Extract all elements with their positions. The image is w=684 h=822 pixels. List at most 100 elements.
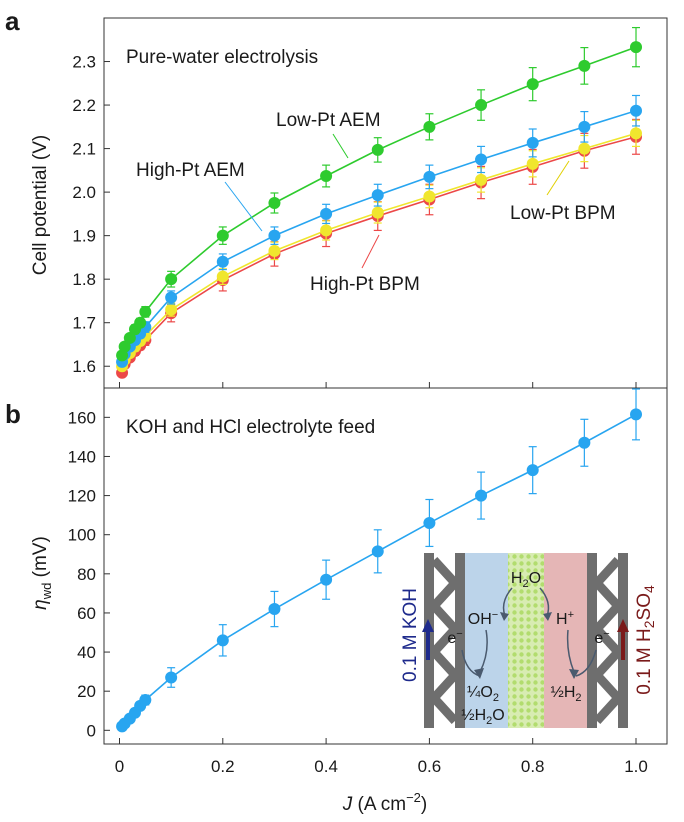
panel-b-point-0-12: [475, 489, 488, 502]
panel-b-point-0-11: [423, 516, 436, 529]
panel-a-point-1-9: [320, 224, 333, 237]
electron-right-text: e: [594, 630, 603, 647]
panel-a-point-1-8: [268, 244, 281, 257]
panel-a-point-2-10: [371, 189, 384, 202]
panel-a-point-2-7: [216, 255, 229, 268]
panel-b-point-0-10: [371, 545, 384, 558]
water-h: H: [511, 570, 523, 587]
ylabel-subscript: wd: [39, 583, 54, 601]
panel-a-series-2: [116, 94, 643, 368]
panel-a-point-2-11: [423, 170, 436, 183]
panel-a-point-3-6: [165, 273, 178, 286]
water-to-h-arrowhead: [543, 612, 552, 621]
panel-a-point-3-10: [371, 143, 384, 156]
panel-a-point-3-9: [320, 170, 333, 183]
panel-a-ytick-label-7: 2.3: [72, 53, 96, 72]
panel-b-ytick-label-0: 0: [87, 721, 96, 740]
cell-diagram-inset: 0.1 M KOH 0.1 M H2SO4 H2O OH− H+ e− e−: [400, 553, 657, 728]
water-label: H2O: [511, 570, 541, 590]
panel-b-series-0: [116, 388, 643, 733]
acid-label-mid: SO: [634, 593, 655, 620]
proton-label: H+: [556, 609, 574, 628]
panel-a-series: [116, 26, 643, 379]
panel-a-point-1-11: [423, 190, 436, 203]
panel-a-ytick-label-3: 1.9: [72, 227, 96, 246]
water-product-label: ½H2O: [461, 707, 504, 727]
panel-b-xtick-label-5: 1.0: [624, 757, 648, 776]
xlabel-exponent: −2: [406, 790, 421, 805]
panel-a-point-2-13: [526, 136, 539, 149]
panel-b: KOH and HCl electrolyte feed ηwd (mV) 0 2…: [30, 387, 668, 815]
acid-label-sub1: 2: [641, 620, 657, 628]
panel-label-a: a: [5, 6, 20, 36]
series-label-low-pt-bpm: Low-Pt BPM: [510, 203, 616, 224]
catalyst-layer-dots: [508, 553, 544, 728]
panel-a: Pure-water electrolysis Cell potential (…: [30, 17, 668, 389]
panel-b-xtick-label-4: 0.8: [521, 757, 545, 776]
panel-a-point-2-8: [268, 229, 281, 242]
panel-a-ytick-label-5: 2.1: [72, 140, 96, 159]
hydrogen-sub: 2: [575, 692, 581, 704]
panel-a-series-3: [116, 26, 643, 362]
panel-b-xtick-label-3: 0.6: [418, 757, 442, 776]
hydroxide-label: OH−: [468, 609, 498, 628]
panel-a-point-1-13: [526, 157, 539, 170]
panel-a-point-3-13: [526, 78, 539, 91]
xlabel-unit: (A cm: [352, 794, 406, 815]
panel-a-point-2-6: [165, 291, 178, 304]
her-arrowhead: [569, 669, 579, 679]
panel-b-frame: [103, 387, 668, 745]
panel-a-point-2-9: [320, 207, 333, 220]
hydrogen-text: ½H: [550, 684, 575, 701]
series-label-high-pt-bpm: High-Pt BPM: [310, 274, 420, 295]
panel-a-point-3-14: [578, 59, 591, 72]
electron-right-label: e−: [594, 628, 609, 647]
water-to-oh-arrowhead: [500, 612, 509, 621]
oxygen-o: O: [480, 684, 492, 701]
oxygen-frac: ¼: [467, 684, 481, 701]
water-product-h: ½H: [461, 707, 486, 724]
panel-a-point-1-12: [475, 173, 488, 186]
panel-b-point-0-14: [578, 436, 591, 449]
panel-b-ytick-label-6: 120: [68, 487, 96, 506]
leader-low-pt-aem: [332, 133, 349, 159]
panel-b-ytick-label-8: 160: [68, 408, 96, 427]
panel-b-ytick-label-5: 100: [68, 526, 96, 545]
panel-b-point-0-5: [139, 693, 152, 706]
panel-a-point-3-2: [123, 331, 136, 344]
panel-a-point-2-12: [475, 153, 488, 166]
panel-a-title: Pure-water electrolysis: [126, 47, 318, 68]
leader-high-pt-bpm: [361, 234, 380, 269]
panel-a-ytick-label-6: 2.2: [72, 96, 96, 115]
panel-a-ytick-label-4: 2.0: [72, 183, 96, 202]
hydroxide-charge: −: [492, 609, 498, 621]
panel-b-point-0-15: [630, 408, 643, 421]
panel-a-xticks: [118, 382, 637, 388]
koh-label: 0.1 M KOH: [400, 588, 421, 682]
panel-a-point-1-7: [216, 270, 229, 283]
panel-a-point-3-15: [630, 41, 643, 54]
her-arrow-h: [566, 629, 575, 673]
oxygen-sub: 2: [493, 692, 499, 704]
panel-a-point-1-15: [630, 127, 643, 140]
panel-a-yticks: 1.6 1.7 1.8 1.9 2.0 2.1 2.2 2.3: [72, 53, 110, 376]
water-sub: 2: [522, 578, 528, 590]
panel-a-point-3-4: [134, 316, 147, 329]
panel-a-point-1-6: [165, 303, 178, 316]
oxygen-product-label: ¼O2: [467, 684, 499, 704]
panel-b-ytick-label-1: 20: [77, 682, 96, 701]
panel-a-point-3-12: [475, 99, 488, 112]
panel-a-ytick-label-1: 1.7: [72, 314, 96, 333]
panel-a-point-2-14: [578, 120, 591, 133]
panel-b-point-0-8: [268, 603, 281, 616]
panel-b-ytick-label-4: 80: [77, 565, 96, 584]
ylabel-symbol: η: [30, 599, 51, 610]
panel-a-point-3-7: [216, 229, 229, 242]
panel-b-ytick-label-3: 60: [77, 604, 96, 623]
panel-a-point-3-8: [268, 197, 281, 209]
panel-a-point-3-5: [139, 305, 152, 318]
panel-a-point-1-10: [371, 206, 384, 219]
panel-a-ytick-label-2: 1.8: [72, 270, 96, 289]
her-arrow-e: [575, 649, 597, 677]
